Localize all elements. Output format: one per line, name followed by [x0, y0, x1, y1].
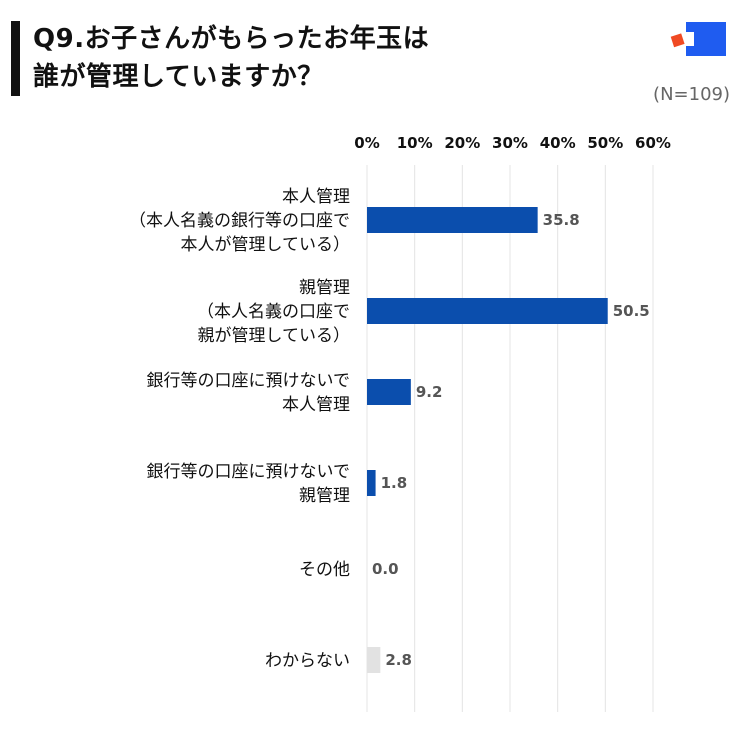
category-label: 銀行等の口座に預けないで — [147, 371, 351, 391]
bar — [367, 647, 381, 673]
x-tick-label: 40% — [540, 134, 576, 152]
value-label: 50.5 — [613, 302, 650, 320]
category-label: （本人名義の銀行等の口座で — [129, 211, 350, 231]
sample-size-label: (N=109) — [653, 84, 730, 105]
category-label: 親管理 — [299, 486, 350, 506]
category-label: 銀行等の口座に預けないで — [147, 462, 351, 482]
x-tick-label: 60% — [635, 134, 671, 152]
value-label: 0.0 — [372, 560, 399, 578]
value-label: 9.2 — [416, 383, 443, 401]
category-label: わからない — [265, 651, 350, 671]
category-label: 本人管理 — [282, 187, 350, 207]
title-line-1: Q9.お子さんがもらったお年玉は — [33, 24, 430, 54]
x-tick-label: 10% — [397, 134, 433, 152]
category-label: 親管理 — [299, 278, 350, 298]
title-line-2: 誰が管理していますか？ — [33, 62, 324, 92]
page-title: Q9.お子さんがもらったお年玉は 誰が管理していますか？ — [33, 20, 633, 96]
x-tick-label: 20% — [444, 134, 480, 152]
category-label: （本人名義の口座で — [197, 302, 350, 322]
value-label: 1.8 — [381, 474, 408, 492]
category-label: 親が管理している） — [198, 326, 351, 346]
value-label: 2.8 — [385, 651, 412, 669]
bar — [367, 470, 376, 496]
value-label: 35.8 — [543, 211, 580, 229]
bar — [367, 379, 411, 405]
brand-logo-icon — [670, 22, 726, 56]
bar — [367, 207, 538, 233]
title-accent-bar — [11, 21, 20, 96]
category-label: その他 — [299, 560, 350, 580]
x-tick-label: 0% — [354, 134, 379, 152]
category-label: 本人が管理している） — [181, 235, 351, 255]
x-tick-label: 50% — [587, 134, 623, 152]
x-tick-label: 30% — [492, 134, 528, 152]
bar — [367, 298, 608, 324]
category-label: 本人管理 — [282, 395, 350, 415]
